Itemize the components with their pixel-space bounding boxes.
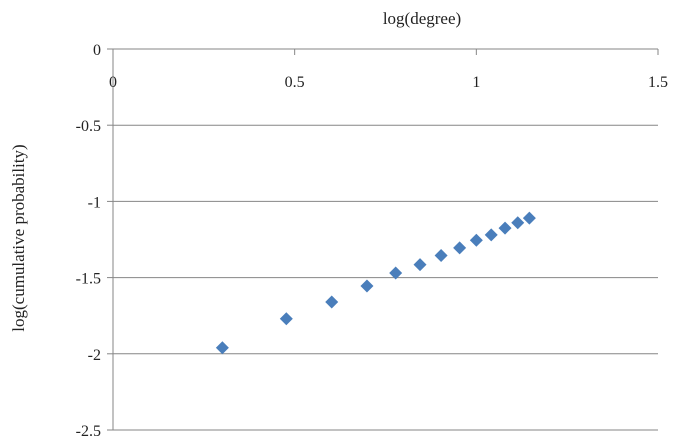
x-axis-title: log(degree) [383, 9, 461, 28]
y-axis-title: log(cumulative probability) [9, 144, 28, 331]
axis-layer [107, 48, 659, 431]
data-point [498, 221, 512, 235]
y-tick-label: -2 [88, 347, 101, 364]
x-tick-label: 0.5 [285, 74, 305, 91]
data-point [325, 295, 339, 309]
data-point [522, 211, 536, 225]
data-point [434, 249, 448, 263]
data-point [360, 279, 374, 293]
grid-layer [113, 124, 658, 431]
x-tick-label: 1 [472, 74, 480, 91]
data-point [453, 241, 467, 255]
data-point [279, 312, 293, 326]
data-point-layer [215, 211, 536, 355]
y-tick-label: -2.5 [76, 423, 101, 440]
x-tick-label: 0 [109, 74, 117, 91]
x-tick-label: 1.5 [648, 74, 668, 91]
data-point [389, 266, 403, 280]
data-point [215, 341, 229, 355]
tick-label-layer: 0 -0.5 -1 -1.5 -2 -2.5 0 0.5 1 1.5 [76, 42, 668, 440]
y-tick-label: -1 [88, 194, 101, 211]
data-point [511, 216, 525, 230]
data-point [469, 233, 483, 247]
y-tick-label: 0 [93, 42, 101, 59]
y-tick-label: -0.5 [76, 118, 101, 135]
data-point [484, 228, 498, 242]
y-tick-label: -1.5 [76, 271, 101, 288]
data-point [413, 258, 427, 272]
